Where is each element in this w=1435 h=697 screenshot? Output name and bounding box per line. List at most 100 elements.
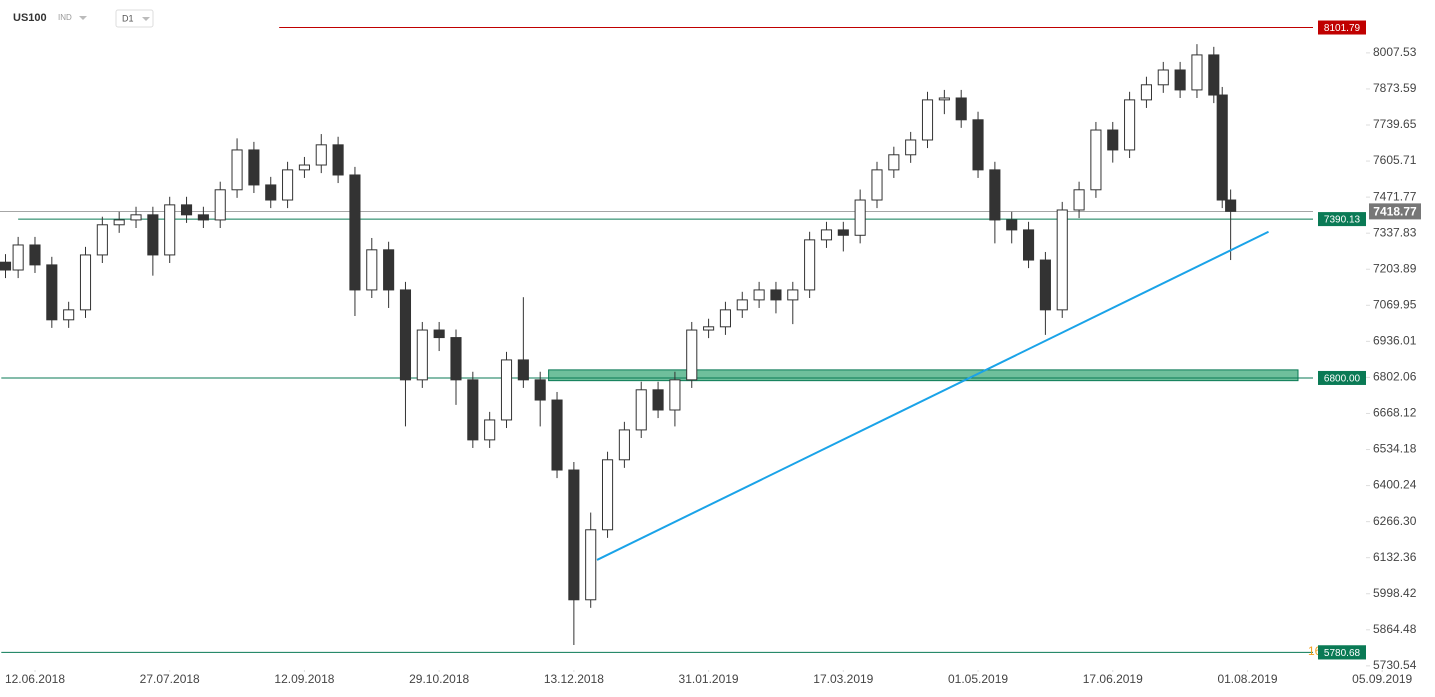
candle-body bbox=[79, 254, 92, 311]
candle-body bbox=[1174, 69, 1186, 91]
candle-body bbox=[568, 469, 580, 601]
y-tick-label: 6668.12 bbox=[1373, 406, 1417, 420]
last-price-label: 7418.77 bbox=[1373, 205, 1417, 219]
candle-body bbox=[837, 229, 849, 236]
candle-body bbox=[719, 309, 731, 328]
candle-body bbox=[147, 214, 159, 256]
level-label-box bbox=[1318, 645, 1366, 660]
candle-body bbox=[905, 139, 917, 156]
level-label: 8101.79 bbox=[1324, 23, 1361, 34]
trendline bbox=[596, 230, 1269, 561]
instrument-type[interactable]: IND bbox=[58, 13, 72, 22]
x-tick-label: 01.05.2019 bbox=[948, 672, 1008, 686]
candle-body bbox=[231, 149, 243, 191]
x-tick-label: 17.03.2019 bbox=[813, 672, 873, 686]
candle-body bbox=[214, 189, 226, 221]
candle-body bbox=[467, 379, 479, 441]
candle-body bbox=[433, 329, 445, 339]
candle-body bbox=[871, 169, 883, 201]
x-tick-label: 01.08.2019 bbox=[1217, 672, 1277, 686]
x-tick-label: 12.09.2018 bbox=[274, 672, 334, 686]
candle-body bbox=[12, 244, 24, 271]
candle-body bbox=[1225, 199, 1237, 212]
y-tick-label: 7203.89 bbox=[1373, 261, 1417, 275]
candle-body bbox=[265, 184, 277, 201]
level-label: 5780.68 bbox=[1324, 648, 1361, 659]
x-tick-label: 13.12.2018 bbox=[544, 672, 604, 686]
candle-body bbox=[315, 144, 327, 166]
candle-body bbox=[585, 529, 597, 601]
candle-body bbox=[282, 169, 294, 201]
y-tick-label: 6936.01 bbox=[1373, 334, 1417, 348]
candle-body bbox=[416, 329, 428, 381]
candle-body bbox=[804, 239, 816, 291]
dropdown-arrow[interactable] bbox=[79, 16, 87, 20]
candle-body bbox=[534, 379, 546, 401]
candle-body bbox=[820, 229, 833, 241]
dropdown-arrow bbox=[142, 17, 150, 21]
y-tick-label: 7873.59 bbox=[1373, 81, 1417, 95]
y-tick-label: 6400.24 bbox=[1373, 478, 1417, 492]
candle-body bbox=[601, 459, 614, 531]
candle-body bbox=[63, 309, 75, 321]
candle-body bbox=[1107, 129, 1119, 151]
candle-body bbox=[551, 399, 563, 471]
last-price-box bbox=[1369, 203, 1421, 220]
candle-body bbox=[164, 204, 176, 256]
y-tick-label: 5998.42 bbox=[1373, 586, 1417, 600]
y-tick-label: 8007.53 bbox=[1373, 45, 1417, 59]
candle-body bbox=[450, 337, 462, 381]
level-label: 7390.13 bbox=[1324, 215, 1361, 226]
candle-body bbox=[652, 389, 664, 411]
candle-body bbox=[1039, 259, 1051, 311]
candle-body bbox=[770, 289, 782, 301]
candle-body bbox=[1140, 84, 1152, 101]
candle-body bbox=[669, 379, 681, 411]
support-zone bbox=[548, 369, 1299, 382]
candle-body bbox=[46, 264, 58, 321]
timeframe[interactable]: D1 bbox=[122, 13, 134, 23]
y-tick-label: 7471.77 bbox=[1373, 189, 1417, 203]
x-tick-label: 31.01.2019 bbox=[679, 672, 739, 686]
candle-body bbox=[703, 326, 715, 331]
candle-body bbox=[989, 169, 1001, 221]
level-label: 6800.00 bbox=[1324, 374, 1361, 385]
candle-body bbox=[383, 249, 395, 291]
chart-title: US100 bbox=[13, 12, 47, 24]
candle-body bbox=[517, 359, 529, 381]
x-tick-label: 17.06.2019 bbox=[1083, 672, 1143, 686]
y-tick-label: 7739.65 bbox=[1373, 117, 1417, 131]
candle-body bbox=[130, 214, 142, 221]
candle-body bbox=[248, 149, 260, 186]
candle-body bbox=[366, 249, 378, 291]
y-tick-label: 7069.95 bbox=[1373, 297, 1417, 311]
candle-body bbox=[955, 97, 967, 121]
y-tick-label: 6802.06 bbox=[1373, 370, 1417, 384]
candle-body bbox=[736, 299, 748, 311]
candle-body bbox=[753, 289, 765, 301]
candle-body bbox=[1124, 99, 1136, 151]
candle-body bbox=[921, 99, 934, 141]
level-label-box bbox=[1318, 370, 1366, 385]
timeframe-button[interactable] bbox=[115, 9, 154, 28]
x-tick-label: 29.10.2018 bbox=[409, 672, 469, 686]
candle-body bbox=[1157, 69, 1169, 86]
candle-body bbox=[0, 261, 12, 271]
candle-body bbox=[197, 214, 209, 221]
candle-body bbox=[787, 289, 799, 301]
y-tick-label: 6266.30 bbox=[1373, 514, 1417, 528]
candle-body bbox=[500, 359, 513, 421]
level-label-box bbox=[1318, 20, 1366, 35]
x-tick-label: 05.09.2019 bbox=[1352, 672, 1412, 686]
x-tick-label: 27.07.2018 bbox=[140, 672, 200, 686]
candle-body bbox=[399, 289, 412, 381]
y-tick-label: 5864.48 bbox=[1373, 622, 1417, 636]
y-tick-label: 6132.36 bbox=[1373, 550, 1417, 564]
candle-body bbox=[854, 199, 866, 236]
candle-body bbox=[938, 97, 950, 101]
candle-body bbox=[686, 329, 698, 381]
candle-body bbox=[349, 174, 361, 291]
candle-body bbox=[298, 164, 310, 171]
candle-body bbox=[1208, 54, 1220, 96]
